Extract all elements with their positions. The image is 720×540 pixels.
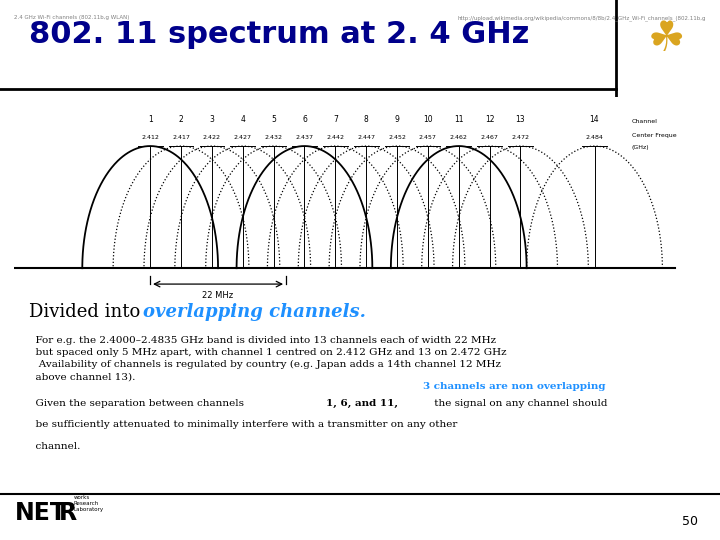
Text: 6: 6 [302,115,307,124]
Text: Given the separation between channels: Given the separation between channels [29,399,247,408]
Text: be sufficiently attenuated to minimally interfere with a transmitter on any othe: be sufficiently attenuated to minimally … [29,421,457,429]
Text: 4: 4 [240,115,246,124]
Text: 2.422: 2.422 [203,135,221,140]
Text: 2.467: 2.467 [481,135,498,140]
Text: 2.472: 2.472 [511,135,529,140]
Text: 2.452: 2.452 [388,135,406,140]
Text: 22 MHz: 22 MHz [202,292,233,300]
Text: 2.447: 2.447 [357,135,375,140]
Text: 2.462: 2.462 [450,135,468,140]
Text: 11: 11 [454,115,464,124]
Text: Channel: Channel [631,119,657,124]
Text: 8: 8 [364,115,369,124]
Text: R: R [59,501,77,525]
Text: the signal on any channel should: the signal on any channel should [431,399,607,408]
Text: NET: NET [14,501,66,525]
Text: 13: 13 [516,115,526,124]
Text: 10: 10 [423,115,433,124]
Text: 14: 14 [590,115,599,124]
Text: 3 channels are non overlapping: 3 channels are non overlapping [423,382,606,390]
Text: 9: 9 [395,115,400,124]
Text: 5: 5 [271,115,276,124]
Text: ☘: ☘ [647,18,685,60]
Text: overlapping channels.: overlapping channels. [143,303,366,321]
Text: 2.484: 2.484 [585,135,603,140]
Text: 2.442: 2.442 [326,135,344,140]
Text: For e.g. the 2.4000–2.4835 GHz band is divided into 13 channels each of width 22: For e.g. the 2.4000–2.4835 GHz band is d… [29,336,506,382]
Text: 2: 2 [179,115,184,124]
Text: 2.457: 2.457 [419,135,437,140]
Text: 3: 3 [210,115,215,124]
Text: 2.4 GHz Wi-Fi channels (802.11b,g WLAN): 2.4 GHz Wi-Fi channels (802.11b,g WLAN) [14,15,130,20]
Text: channel.: channel. [29,442,80,451]
Text: Center Freque: Center Freque [631,132,676,138]
Text: 1, 6, and 11,: 1, 6, and 11, [326,399,398,408]
Text: 2.412: 2.412 [141,135,159,140]
Text: (GHz): (GHz) [631,145,649,150]
Text: http://upload.wikimedia.org/wikipedia/commons/8/8b/2.4_GHz_Wi-Fi_channels_(802.1: http://upload.wikimedia.org/wikipedia/co… [457,15,706,21]
Text: 7: 7 [333,115,338,124]
Text: 2.427: 2.427 [234,135,252,140]
Text: works
Research
Laboratory: works Research Laboratory [73,495,104,512]
Text: 2.417: 2.417 [172,135,190,140]
Text: 2.432: 2.432 [265,135,283,140]
Text: 12: 12 [485,115,495,124]
Text: 2.437: 2.437 [295,135,313,140]
Text: 802. 11 spectrum at 2. 4 GHz: 802. 11 spectrum at 2. 4 GHz [29,19,529,49]
Text: 1: 1 [148,115,153,124]
Text: Divided into: Divided into [29,303,145,321]
Text: 50: 50 [683,515,698,528]
